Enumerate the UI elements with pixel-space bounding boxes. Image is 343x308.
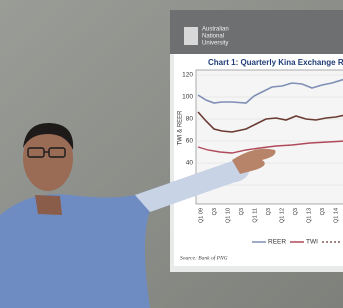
x-tick-label: Q1 10 [225, 208, 231, 223]
y-tick-label: 100 [182, 94, 193, 101]
x-tick-label: Q1 13 [306, 208, 312, 223]
y-tick-label: 80 [186, 116, 194, 123]
x-tick-label: Q1 12 [279, 208, 285, 223]
university-crest [184, 27, 198, 45]
legend-label: TWI [306, 239, 318, 246]
x-tick-label: Q3 [212, 208, 218, 215]
x-tick-label: Q1 14 [333, 208, 339, 223]
chart-title: Chart 1: Quarterly Kina Exchange Rate ag [208, 58, 343, 67]
y-tick-label: 120 [182, 72, 193, 79]
legend-label: REER [268, 239, 286, 246]
page: Australian National University Chart 1: … [0, 0, 343, 308]
institution-line: National [202, 34, 224, 40]
x-tick-label: Q1 09 [198, 208, 204, 223]
y-tick-label: 40 [186, 160, 194, 167]
y-axis-label: TWI & REER [178, 110, 184, 146]
x-tick-label: Q3 [239, 208, 245, 215]
y-tick-label: 60 [186, 138, 194, 145]
presenter-neck [35, 195, 62, 215]
x-tick-label: Q3 [293, 208, 299, 215]
photo: Australian National University Chart 1: … [0, 0, 343, 308]
institution-line: University [202, 41, 228, 47]
x-tick-label: Q3 [266, 208, 272, 215]
x-tick-label: Q3 [320, 208, 326, 215]
institution-line: Australian [202, 27, 229, 33]
source-note: Source: Bank of PNG [180, 254, 228, 261]
x-tick-label: Q1 11 [252, 208, 258, 223]
